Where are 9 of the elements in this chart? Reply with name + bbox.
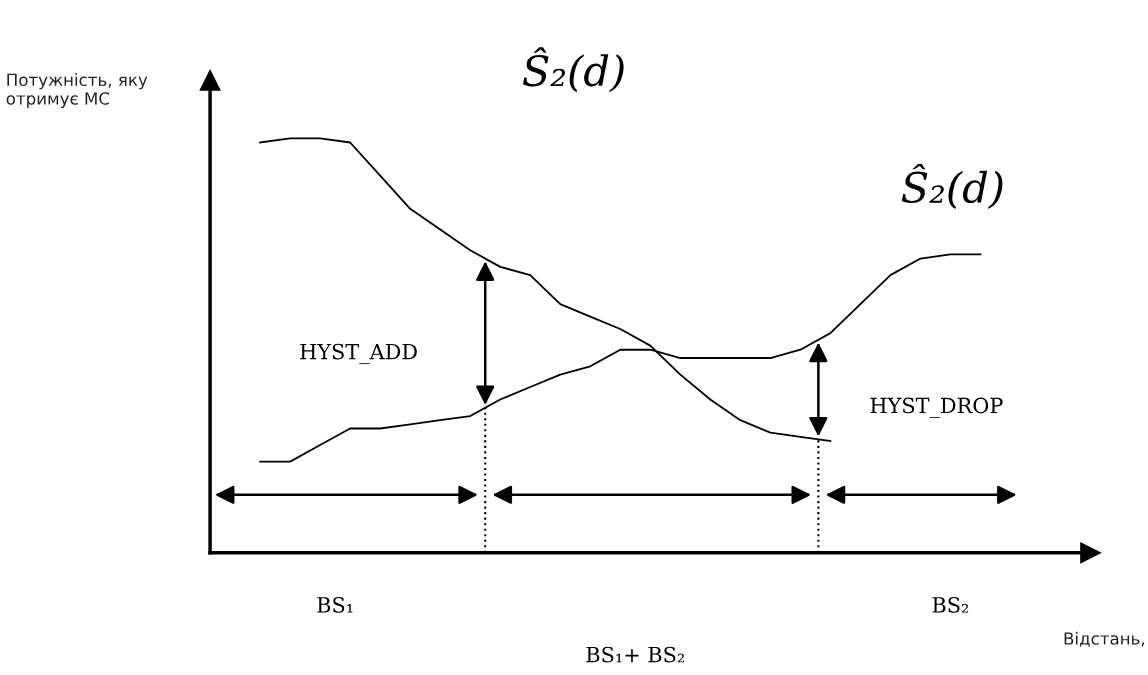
series-label: Ŝ₂(d)	[901, 163, 1003, 209]
annotation: HYST_ADD	[300, 343, 417, 365]
text: BS₁	[317, 596, 353, 613]
text: BS₂	[932, 596, 969, 613]
text: BS₁+ BS₂	[586, 646, 684, 663]
text: Потужність, яку отримує МС	[6, 73, 148, 108]
annotation: HYST_DROP	[870, 397, 1003, 418]
text: Відстань,	[1064, 631, 1145, 647]
text: Ŝ₂(d)	[522, 47, 624, 93]
